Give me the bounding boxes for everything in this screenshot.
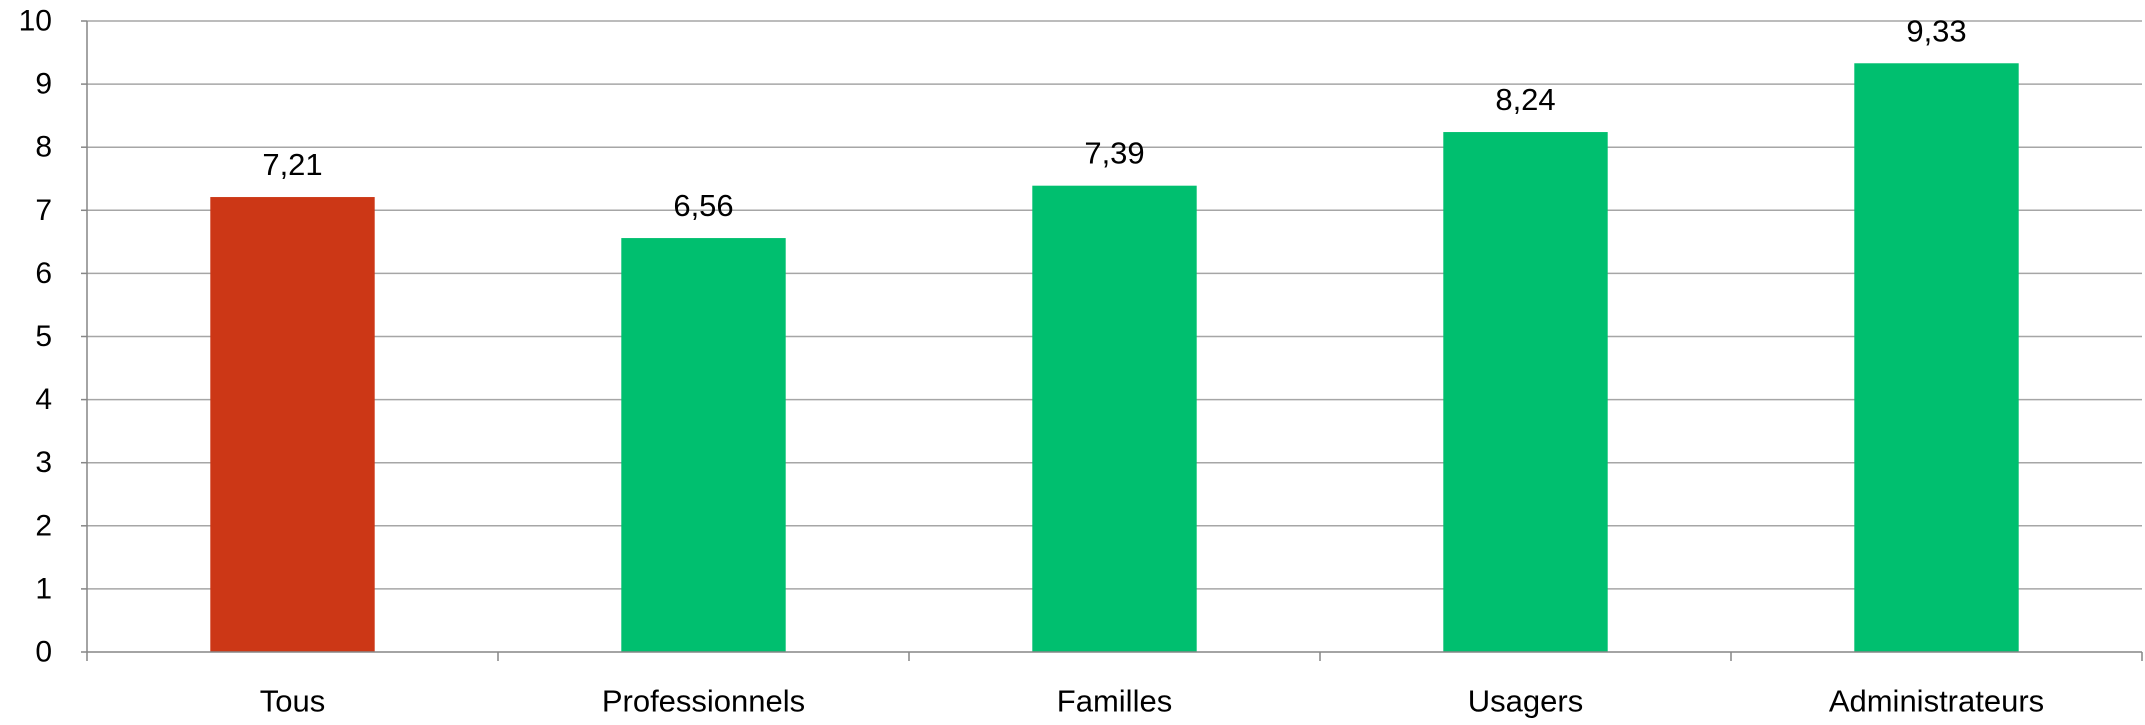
- axes: [81, 20, 2143, 661]
- y-tick-label: 2: [35, 509, 52, 542]
- bar-usagers: [1443, 132, 1608, 652]
- y-tick-label: 1: [35, 572, 52, 605]
- y-tick-label: 0: [35, 636, 52, 669]
- y-tick-label: 8: [35, 131, 52, 164]
- y-tick-label: 3: [35, 446, 52, 479]
- y-tick-label: 9: [35, 68, 52, 101]
- bar-tous: [210, 197, 375, 652]
- x-tick-label-usagers: Usagers: [1468, 684, 1583, 719]
- data-label-tous: 7,21: [262, 147, 322, 182]
- bar-familles: [1032, 185, 1197, 653]
- y-tick-label: 4: [35, 383, 52, 416]
- y-tick-label: 7: [35, 194, 52, 227]
- bars: [210, 63, 2019, 653]
- bar-professionnels: [621, 238, 786, 652]
- labels: 0 1 2 3 4 5 6 7 8 9 10 7,21 Tous 6,56 Professionnels 7,…: [19, 5, 2045, 719]
- data-label-administrateurs: 9,33: [1906, 13, 1966, 48]
- bar-administrateurs: [1854, 63, 2019, 653]
- y-tick-label: 6: [35, 257, 52, 290]
- data-label-professionnels: 6,56: [673, 188, 733, 223]
- x-tick-label-tous: Tous: [260, 684, 325, 719]
- x-tick-label-familles: Familles: [1057, 684, 1172, 719]
- y-tick-label: 10: [19, 5, 52, 38]
- data-label-familles: 7,39: [1084, 136, 1144, 171]
- data-label-usagers: 8,24: [1495, 82, 1555, 117]
- x-tick-label-professionnels: Professionnels: [602, 684, 805, 719]
- x-tick-label-administrateurs: Administrateurs: [1829, 684, 2044, 719]
- y-tick-label: 5: [35, 320, 52, 353]
